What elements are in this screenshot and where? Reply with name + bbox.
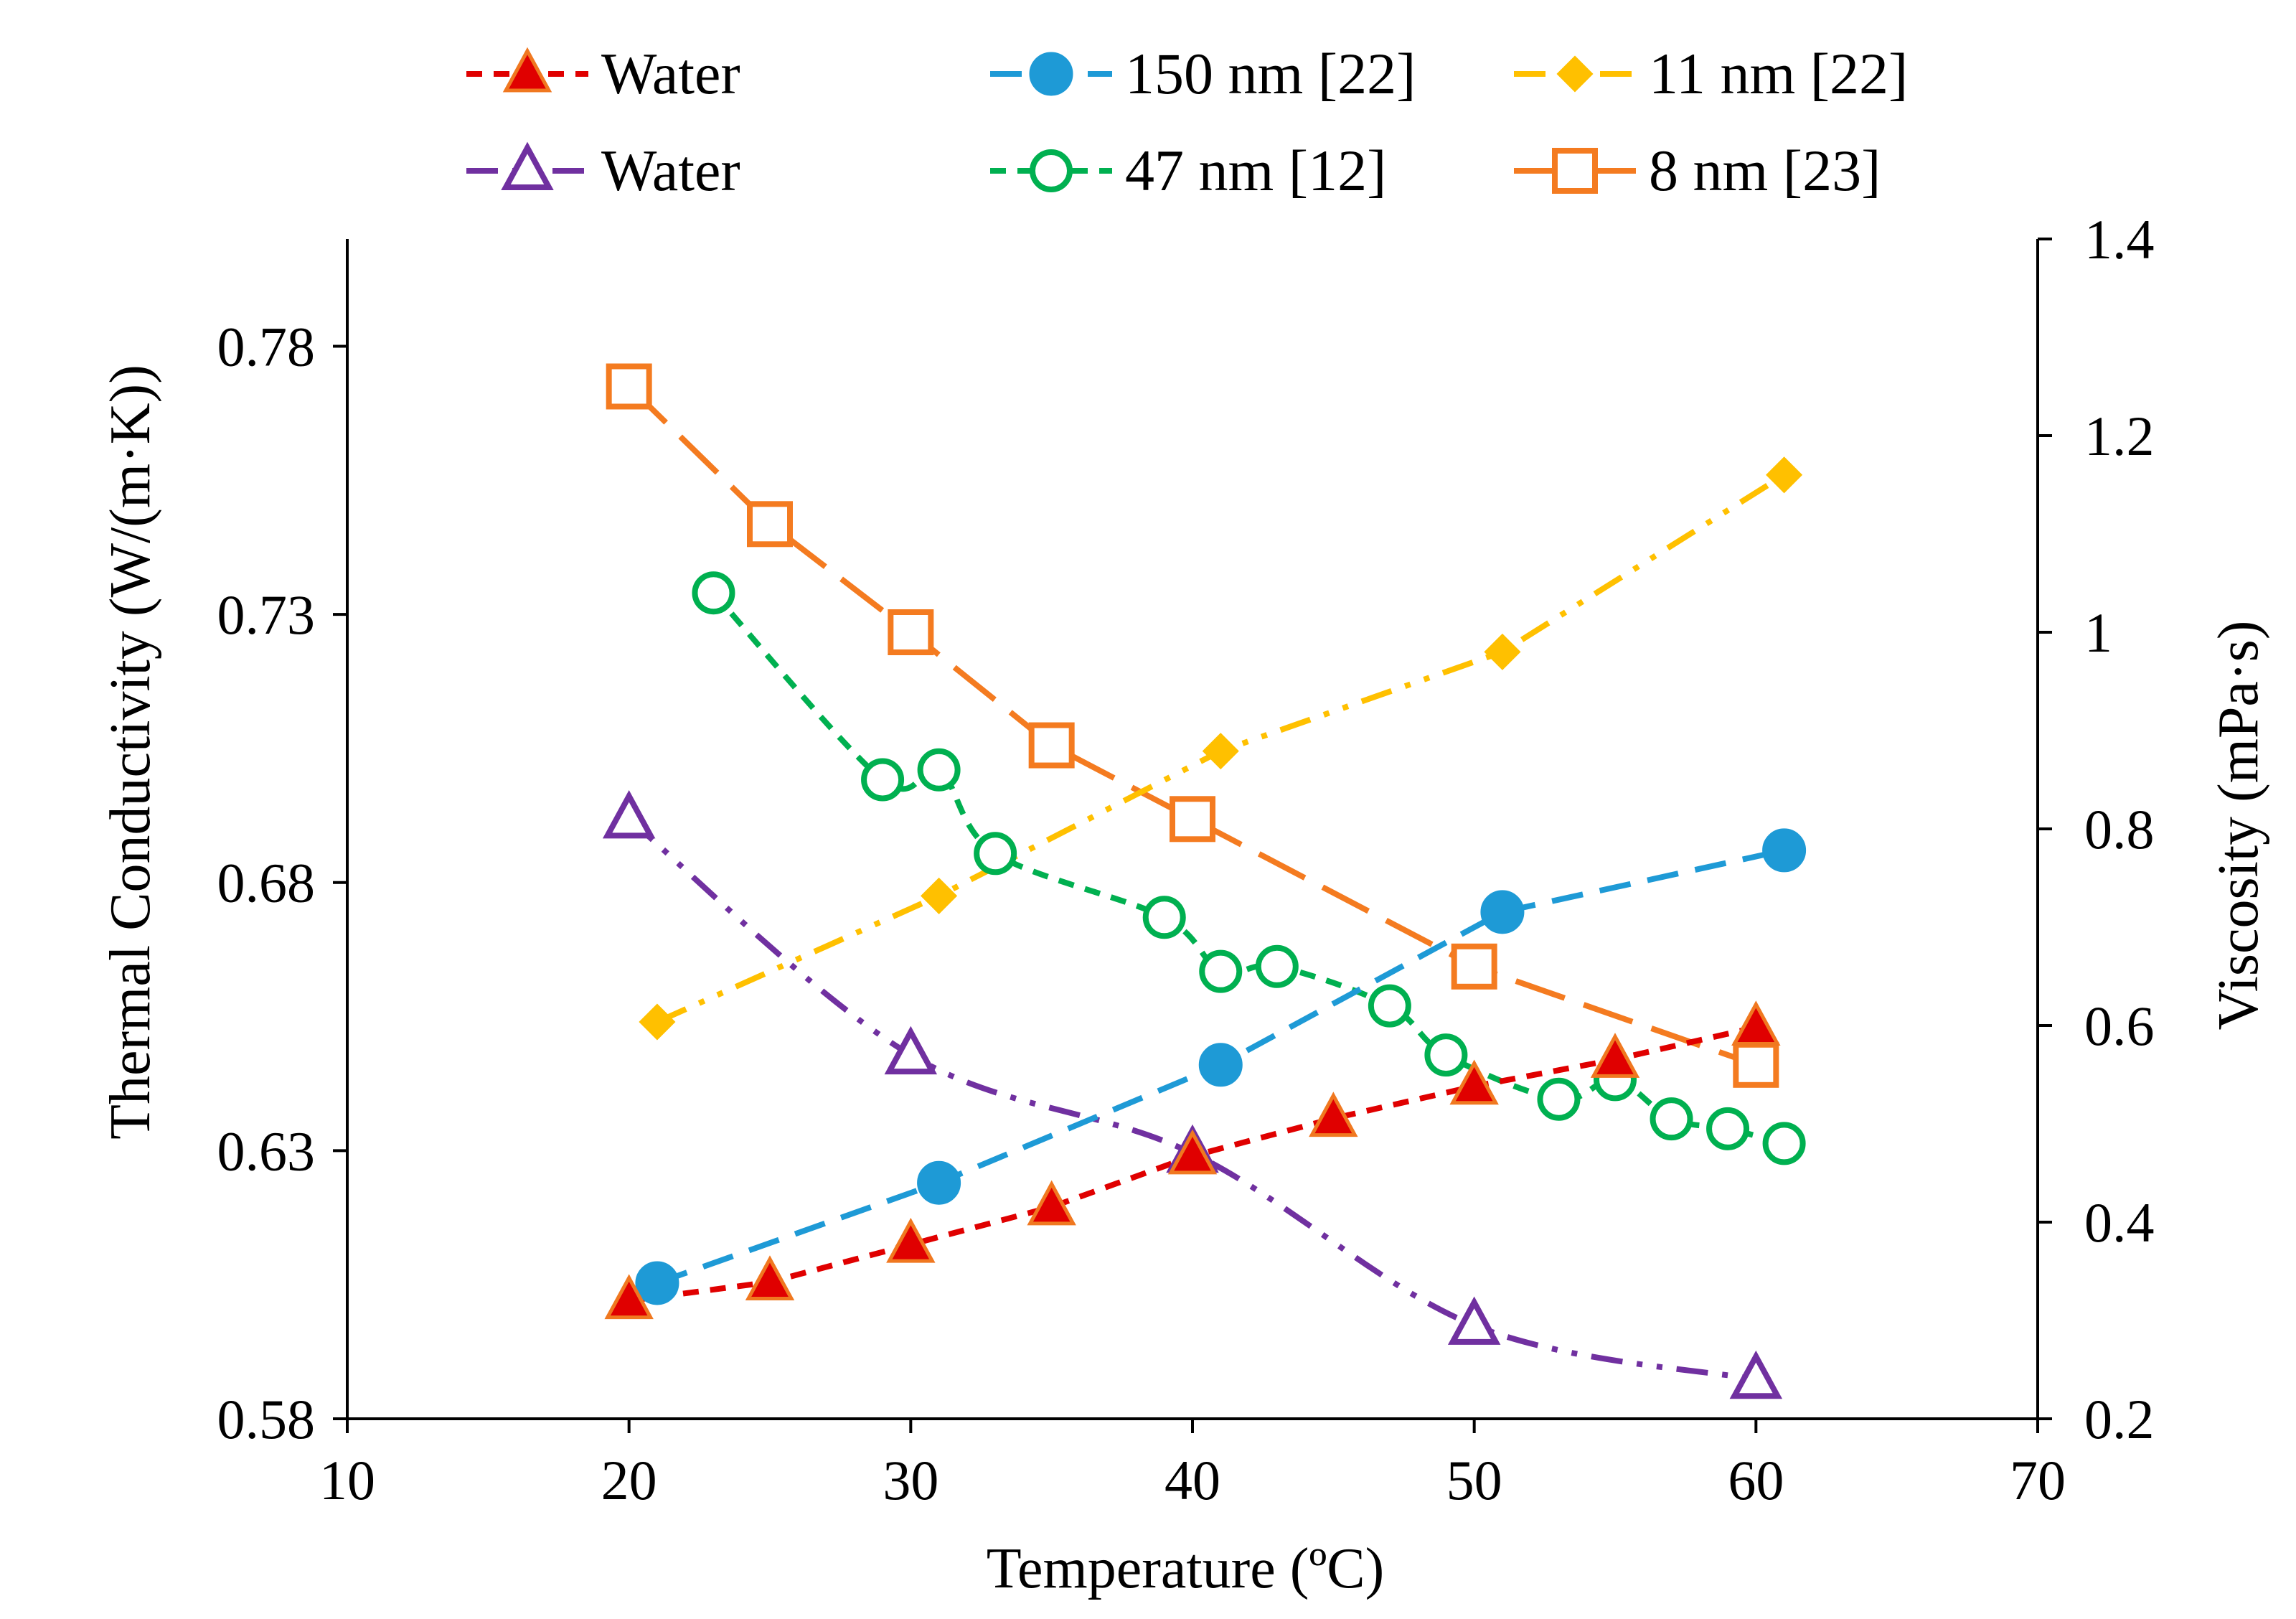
series-5-point: [1451, 943, 1497, 990]
series-4-point: [861, 758, 905, 802]
legend-label-0: Water: [601, 41, 740, 106]
series-1-point: [1762, 828, 1807, 873]
series-5-point: [1733, 1041, 1779, 1088]
series-1-point: [1198, 1043, 1243, 1087]
legend-label-5: 8 nm [23]: [1649, 138, 1881, 203]
series-0-point: [1731, 1000, 1781, 1046]
series-4-point: [1424, 1033, 1468, 1077]
series-3-point: [602, 789, 656, 839]
series-line-3: [627, 817, 1757, 1383]
y-left-tick-label: 0.73: [217, 583, 316, 646]
series-1-point: [635, 1261, 679, 1305]
legend-marker-1: [1029, 52, 1073, 96]
legend-marker-3: [501, 141, 554, 191]
x-tick-label: 60: [1728, 1449, 1784, 1511]
series-5-point: [747, 501, 793, 548]
series-1-point: [917, 1160, 961, 1205]
y-right-tick-label: 0.4: [2084, 1191, 2155, 1254]
series-0-point: [745, 1255, 795, 1300]
legend-marker-2: [1556, 55, 1594, 93]
series-0-point: [1590, 1033, 1640, 1078]
series-2-point: [1484, 633, 1521, 670]
y-right-tick-label: 0.6: [2084, 995, 2155, 1057]
series-4-point: [1762, 1122, 1806, 1165]
x-tick-label: 20: [601, 1449, 657, 1511]
series-4-point: [1650, 1097, 1693, 1141]
legend-label-4: 47 nm [12]: [1125, 138, 1386, 203]
legend-marker-0: [502, 47, 552, 93]
axes: 10 20 30 40 50 60 70 0.58 0.63 0.68 0.73 0.78 0.2 0.4…: [217, 208, 2155, 1511]
series-4-point: [1537, 1077, 1581, 1121]
series-4-point: [1706, 1107, 1750, 1150]
series-3-point: [884, 1026, 938, 1075]
series-3-point: [1729, 1350, 1783, 1399]
y-right-tick-label: 0.8: [2084, 798, 2155, 860]
y-right-tick-label: 0.2: [2084, 1388, 2155, 1450]
y-right-tick-label: 1.4: [2084, 208, 2155, 271]
series-4-point: [1255, 944, 1299, 988]
series-0-point: [604, 1274, 654, 1320]
series-line-5: [626, 384, 1757, 1068]
x-tick-label: 50: [1446, 1449, 1502, 1511]
series-4-point: [692, 571, 735, 615]
legend-label-1: 150 nm [22]: [1125, 41, 1416, 106]
series-5-point: [888, 609, 934, 655]
legend-label-3: Water: [601, 138, 740, 203]
y-left-tick-label: 0.68: [217, 852, 316, 914]
y-left-axis-title: Thermal Conductivity (W/(m·K)): [99, 365, 162, 1140]
series-5-point: [606, 363, 652, 410]
series-0-point: [886, 1217, 936, 1263]
series-1-point: [1480, 890, 1525, 934]
series-2-point: [1766, 456, 1803, 494]
y-right-tick-label: 1.2: [2084, 405, 2155, 467]
series-4-point: [917, 748, 961, 792]
series-0-point: [1449, 1059, 1499, 1105]
y-left-tick-label: 0.63: [217, 1120, 316, 1182]
x-axis-title: Temperature (ºC): [987, 1537, 1385, 1600]
series-5-point: [1028, 722, 1075, 769]
series-0-point: [1309, 1092, 1358, 1137]
y-left-tick-label: 0.58: [217, 1388, 316, 1450]
series-4-point: [1199, 949, 1243, 993]
legend-label-2: 11 nm [22]: [1649, 41, 1908, 106]
x-tick-label: 40: [1165, 1449, 1220, 1511]
series-5-point: [1170, 796, 1215, 843]
y-left-tick-label: 0.78: [217, 315, 316, 377]
series-0-point: [1027, 1180, 1076, 1226]
series-3-point: [1447, 1296, 1501, 1345]
y-right-tick-label: 1: [2084, 601, 2112, 664]
series-4-point: [974, 832, 1017, 876]
series-2-point: [639, 1003, 676, 1041]
legend-marker-4: [1030, 149, 1073, 192]
y-right-axis-title: Viscosity (mPa·s): [2207, 621, 2270, 1031]
legend: Water 150 nm [22] 11 nm [22] Water 47 nm [12…: [466, 41, 1908, 203]
legend-marker-5: [1552, 148, 1598, 194]
x-tick-label: 30: [883, 1449, 938, 1511]
series-4-point: [1142, 896, 1186, 939]
x-tick-label: 70: [2010, 1449, 2066, 1511]
series-4-point: [1368, 984, 1411, 1028]
x-tick-label: 10: [319, 1449, 375, 1511]
series-0-point: [1167, 1129, 1218, 1175]
plot-series: [602, 363, 1807, 1399]
series-2-point: [1202, 733, 1239, 770]
series-2-point: [921, 877, 958, 914]
